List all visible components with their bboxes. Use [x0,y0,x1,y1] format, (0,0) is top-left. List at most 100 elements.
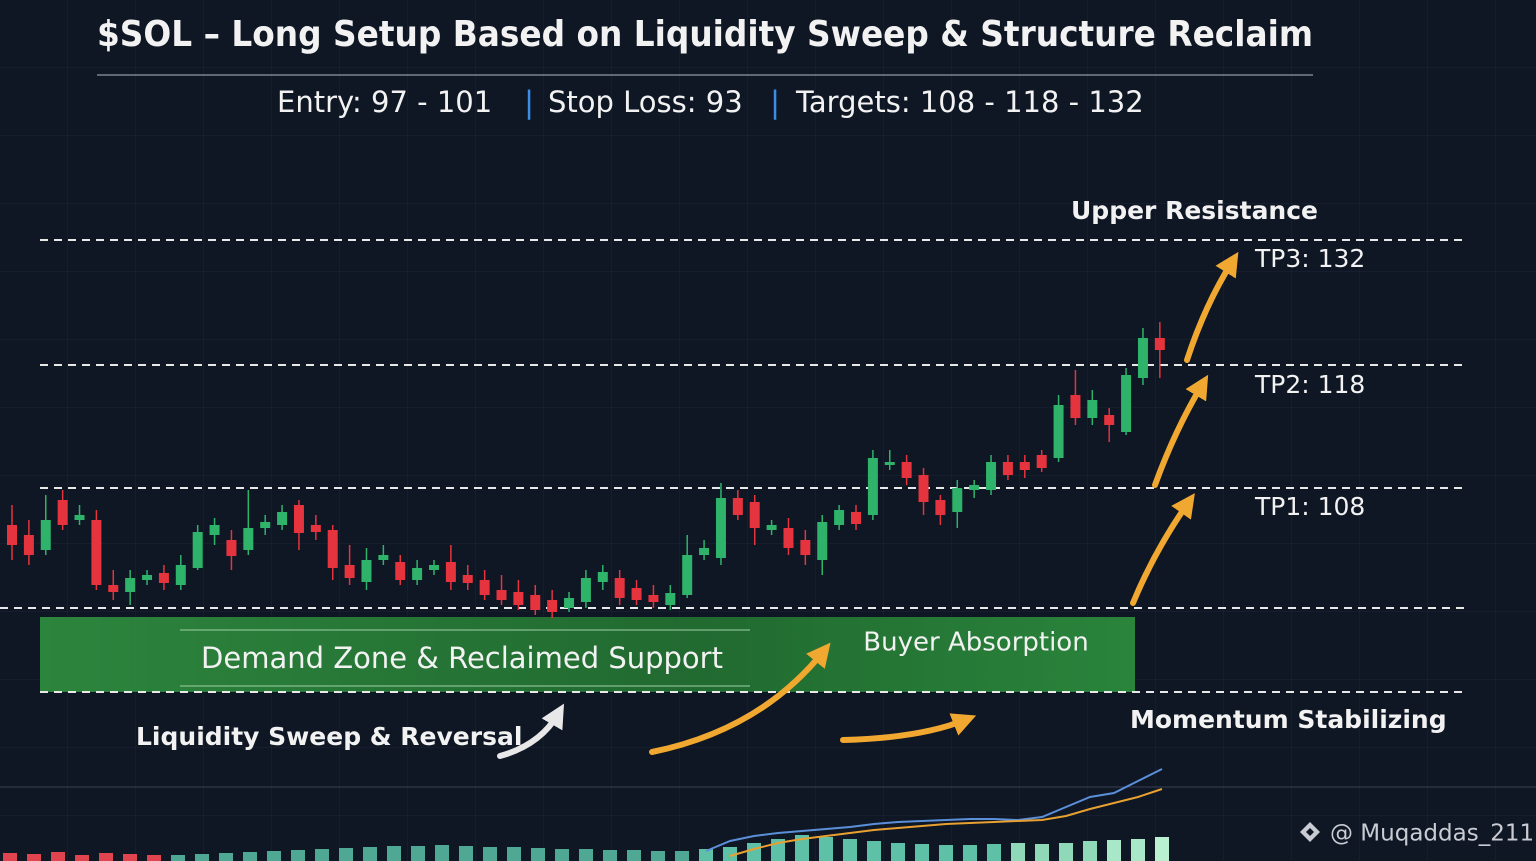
candle-body [293,505,304,533]
indicator-bar [651,851,665,861]
indicator-bar [1011,843,1025,861]
candle-body [1137,338,1148,378]
indicator-bar [243,852,257,861]
annotation: TP1: 108 [1254,492,1365,521]
candle-body [7,525,17,545]
candle-body [867,458,878,515]
indicator-bar [747,843,761,861]
indicator-bar [627,850,641,861]
indicator-bar [723,847,737,861]
separator: | [770,86,780,121]
candle-body [1154,338,1165,350]
arrow [649,642,831,755]
candle-body [918,475,929,502]
arrow [1152,374,1209,488]
candle-body [749,502,760,528]
annotation: Buyer Absorption [863,628,1088,658]
candle-body [952,488,963,512]
candle-body [243,528,254,550]
candle-body [496,590,507,600]
indicator-bar [1131,839,1145,861]
indicator-bar [3,853,17,861]
candle-body [935,500,946,515]
candle-body [614,578,625,598]
indicator-bar [411,846,425,861]
candle-body [91,520,102,585]
candle-body [1121,375,1132,432]
candle-body [108,585,119,592]
candle-body [682,555,693,595]
candle-body [226,540,237,556]
indicator-bar [675,851,689,861]
indicator-bar [483,847,497,861]
candle-body [1019,462,1030,470]
candle-body [192,532,203,568]
candle-body [429,565,439,570]
candle-body [800,540,811,555]
indicator-bar [99,853,113,861]
candle-body [209,525,220,535]
arrow [1130,493,1195,606]
separator: | [524,86,534,121]
indicator-bar [1035,844,1049,861]
candle-body [817,522,828,560]
indicator-bar [843,839,857,861]
indicator-bar [795,835,809,861]
indicator-bar [819,837,833,861]
indicator-bar [531,848,545,861]
candle-body [530,595,541,610]
candle-body [310,525,321,532]
indicator-bar [699,849,713,861]
candle-body [378,555,389,560]
indicator-bar [387,846,401,861]
candle-body [699,548,710,555]
candle-body [513,592,524,605]
candle-body [783,528,794,548]
indicator-line [729,788,1163,857]
indicator-bar [123,854,137,861]
indicator-bar [867,841,881,861]
candle-body [1070,395,1081,418]
arrow [840,713,977,743]
candle-body [715,498,726,558]
candle-body [344,565,355,578]
indicator-bar [603,850,617,861]
indicator-bar [963,845,977,861]
indicator-bar [195,854,209,861]
annotation: Demand Zone & Reclaimed Support [201,641,723,675]
indicator-bar [939,845,953,861]
annotation: Momentum Stabilizing [1130,705,1447,734]
indicator-bar [315,849,329,861]
candle-body [766,525,777,530]
indicator-bar [987,844,1001,861]
indicator-bar [435,845,449,861]
candle-body [40,520,51,550]
indicator-bar [147,855,161,861]
candle-body [547,600,558,612]
candle-body [969,485,980,490]
candle-body [277,512,288,525]
indicator-line [705,768,1163,852]
candle-body [732,498,743,515]
candle-body [462,575,473,583]
annotation: Liquidity Sweep & Reversal [136,722,522,751]
annotation: TP2: 118 [1254,370,1365,399]
candle-body [74,515,85,520]
credit: @ Muqaddas_211 [1330,821,1534,847]
indicator-bar [891,843,905,861]
annotation: TP3: 132 [1254,244,1365,273]
candle-body [1053,405,1064,458]
candle-body [479,580,490,595]
subtitle-entry: Entry: 97 - 101 [277,85,492,119]
candle-body [23,535,34,555]
candle-body [445,562,456,582]
candle-body [648,595,659,602]
subtitle-targets: Targets: 108 - 118 - 132 [795,85,1144,119]
indicator-bar [339,848,353,861]
indicator-bar [1107,840,1121,861]
candle-body [986,462,997,490]
candle-body [57,500,68,525]
candle-body [851,512,861,524]
annotation: Upper Resistance [1071,196,1318,225]
